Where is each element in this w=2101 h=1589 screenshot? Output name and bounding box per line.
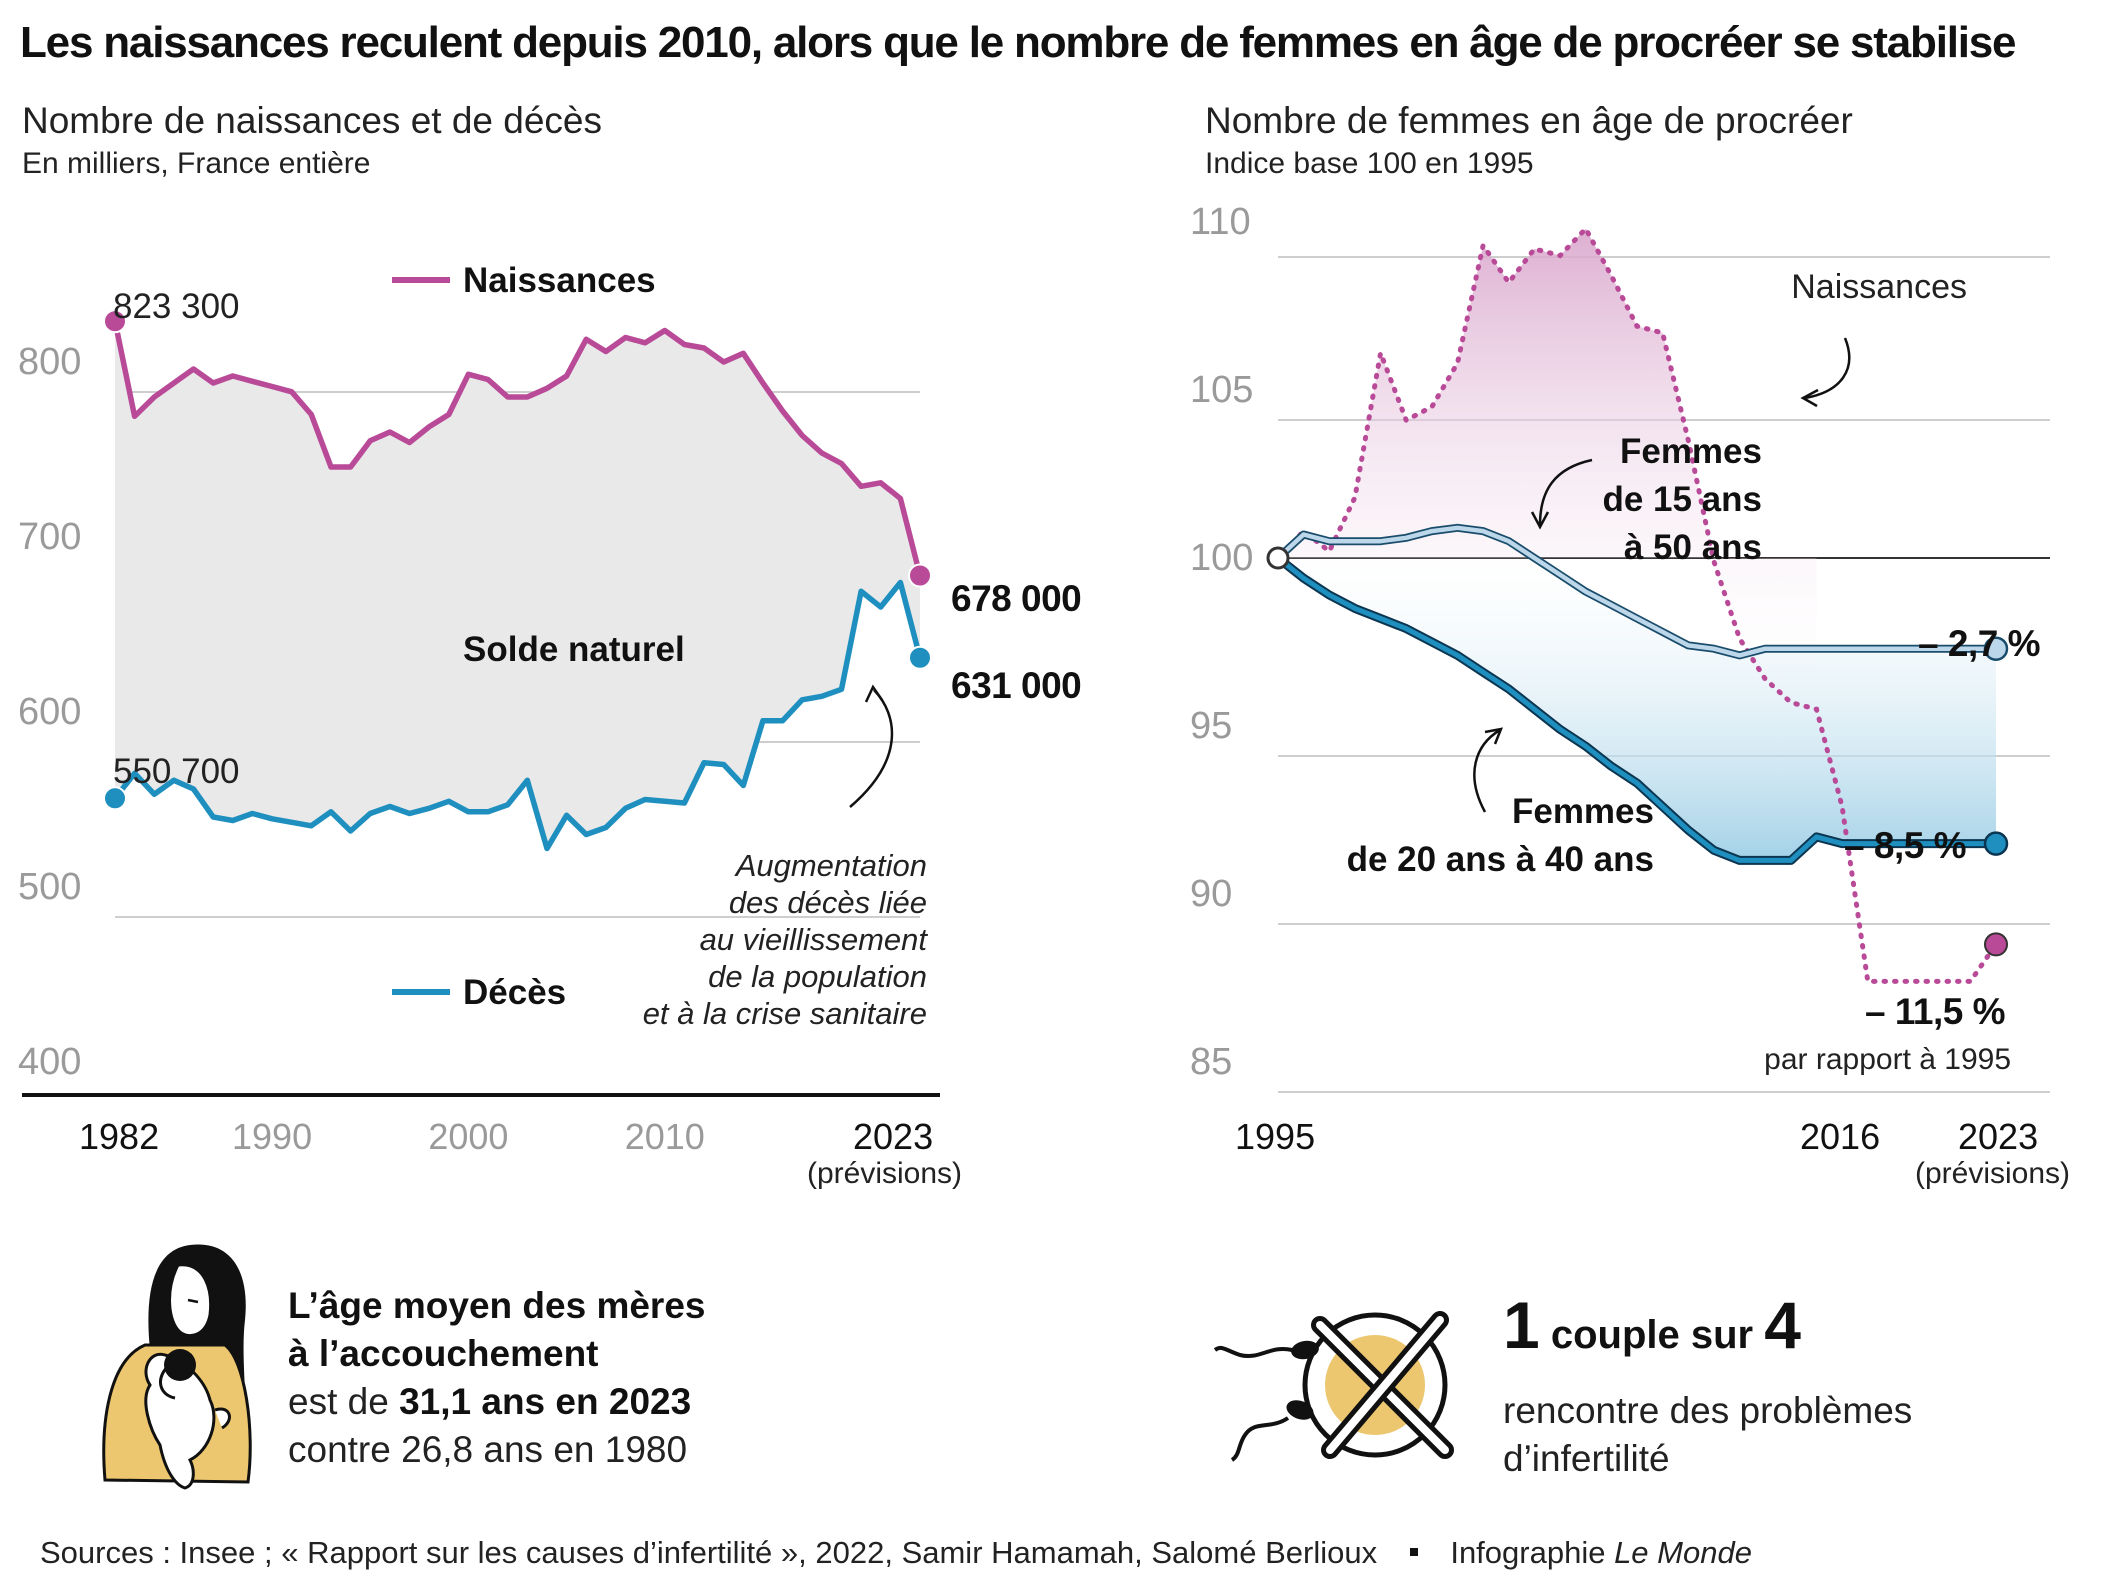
women-20-40-area xyxy=(1278,527,1996,861)
left-y-tick-400: 400 xyxy=(18,1041,81,1083)
deaths-end-label: 631 000 xyxy=(951,665,1081,706)
left-x-tick-1990: 1990 xyxy=(232,1116,312,1157)
svg-text:à 50 ans: à 50 ans xyxy=(1624,528,1762,567)
births-label-arrow xyxy=(1804,337,1851,400)
left-y-tick-600: 600 xyxy=(18,691,81,733)
births-index-end-point xyxy=(1984,932,2008,957)
right-y-tick-105: 105 xyxy=(1190,369,1253,411)
infertility-num1: 1 xyxy=(1503,1288,1540,1362)
infertility-line2: rencontre des problèmes xyxy=(1503,1390,1913,1431)
women-20-40-end-point xyxy=(1983,831,2009,856)
right-chart-subtitle: Indice base 100 en 1995 xyxy=(1205,147,1534,180)
svg-text:de la population: de la population xyxy=(708,959,927,994)
credit-italic: Le Monde xyxy=(1614,1535,1752,1570)
left-x-tick-2000: 2000 xyxy=(428,1116,508,1157)
natural-balance-area xyxy=(115,321,920,849)
births-line xyxy=(112,320,923,577)
left-chart-subtitle: En milliers, France entière xyxy=(22,147,371,180)
svg-text:de 20 ans à 40 ans: de 20 ans à 40 ans xyxy=(1347,840,1654,879)
left-x-label-2023: 2023 xyxy=(853,1116,933,1157)
women-15-50-arrow xyxy=(1538,458,1593,526)
left-chart-title: Nombre de naissances et de décès xyxy=(22,100,603,141)
right-x-label-2016: 2016 xyxy=(1800,1116,1880,1157)
right-y-tick-85: 85 xyxy=(1190,1041,1232,1083)
left-y-tick-700: 700 xyxy=(18,516,81,558)
births-end-label: 678 000 xyxy=(951,578,1081,619)
mother-icon xyxy=(102,1244,252,1490)
right-x-label-forecast: (prévisions) xyxy=(1915,1157,2070,1190)
women-15-50-end-point xyxy=(1983,636,2009,661)
mother-age-line4: contre 26,8 ans en 1980 xyxy=(288,1429,688,1470)
right-chart-title: Nombre de femmes en âge de procréer xyxy=(1205,100,1853,141)
legend-births-label: Naissances xyxy=(463,261,656,300)
svg-text:Femmes: Femmes xyxy=(1620,432,1762,471)
births-index-line xyxy=(1275,224,1999,984)
left-y-tick-500: 500 xyxy=(18,866,81,908)
end-note: par rapport à 1995 xyxy=(1764,1043,2011,1076)
women-15-50-line xyxy=(1276,525,1996,658)
sources-line: Sources : Insee ; « Rapport sur les caus… xyxy=(40,1535,1752,1571)
deaths-line xyxy=(112,579,923,852)
right-x-label-1995: 1995 xyxy=(1235,1116,1315,1157)
page-title: Les naissances reculent depuis 2010, alo… xyxy=(20,18,2017,67)
svg-text:et à la crise sanitaire: et à la crise sanitaire xyxy=(643,996,927,1031)
births-area xyxy=(1278,228,1817,710)
mother-age-info: L’âge moyen des mères à l’accouchement e… xyxy=(288,1282,705,1474)
infertility-text1: couple sur xyxy=(1539,1313,1765,1357)
women-20-40-end-label: – 8,5 % xyxy=(1844,825,1966,866)
women-20-40-arrow xyxy=(1473,728,1501,813)
svg-text:Femmes: Femmes xyxy=(1512,792,1654,831)
left-x-label-forecast: (prévisions) xyxy=(807,1157,962,1190)
women-20-40-line xyxy=(1276,556,1996,863)
sources-text: Sources : Insee ; « Rapport sur les caus… xyxy=(40,1535,1378,1570)
svg-text:Augmentation: Augmentation xyxy=(734,848,927,883)
infertility-icon xyxy=(1213,1311,1454,1462)
mother-age-line3-bold: 31,1 ans en 2023 xyxy=(399,1381,692,1422)
women-15-50-end-label: – 2,7 % xyxy=(1918,623,2040,664)
births-start-point xyxy=(103,309,127,334)
legend-deaths-label: Décès xyxy=(463,973,566,1012)
births-index-end-label: – 11,5 % xyxy=(1865,991,2005,1032)
infertility-num2: 4 xyxy=(1764,1288,1801,1362)
deaths-start-point xyxy=(103,786,127,811)
right-births-label: Naissances xyxy=(1791,268,1967,306)
infertility-line3: d’infertilité xyxy=(1503,1438,1670,1479)
separator-dot xyxy=(1409,1547,1418,1556)
svg-text:des décès liée: des décès liée xyxy=(729,885,927,920)
births-end-point xyxy=(908,563,932,588)
right-y-tick-90: 90 xyxy=(1190,873,1232,915)
svg-text:au vieillissement: au vieillissement xyxy=(700,922,929,957)
credit-text: Infographie xyxy=(1450,1535,1615,1570)
infertility-info: 1 couple sur 4 rencontre des problèmes d… xyxy=(1503,1290,1912,1483)
women-15-50-label: Femmes de 15 ans à 50 ans xyxy=(1602,432,1762,567)
deaths-start-label: 550 700 xyxy=(113,752,240,791)
births-start-label: 823 300 xyxy=(113,287,240,326)
mother-age-line2: à l’accouchement xyxy=(288,1333,599,1374)
deaths-end-point xyxy=(908,645,932,670)
right-y-tick-110: 110 xyxy=(1190,201,1251,243)
right-x-label-2023: 2023 xyxy=(1958,1116,2038,1157)
deaths-annotation: Augmentation des décès liée au vieilliss… xyxy=(643,848,929,1031)
mother-age-line1: L’âge moyen des mères xyxy=(288,1285,706,1326)
natural-balance-label: Solde naturel xyxy=(463,630,685,669)
right-origin-point xyxy=(1266,546,1290,570)
women-20-40-label: Femmes de 20 ans à 40 ans xyxy=(1347,792,1654,879)
right-y-tick-100: 100 xyxy=(1190,537,1253,579)
left-x-tick-2010: 2010 xyxy=(625,1116,705,1157)
left-x-label-1982: 1982 xyxy=(79,1116,159,1157)
left-y-tick-800: 800 xyxy=(18,341,81,383)
svg-text:de 15 ans: de 15 ans xyxy=(1602,480,1762,519)
mother-age-line3-pre: est de xyxy=(288,1381,400,1422)
right-y-tick-95: 95 xyxy=(1190,705,1232,747)
